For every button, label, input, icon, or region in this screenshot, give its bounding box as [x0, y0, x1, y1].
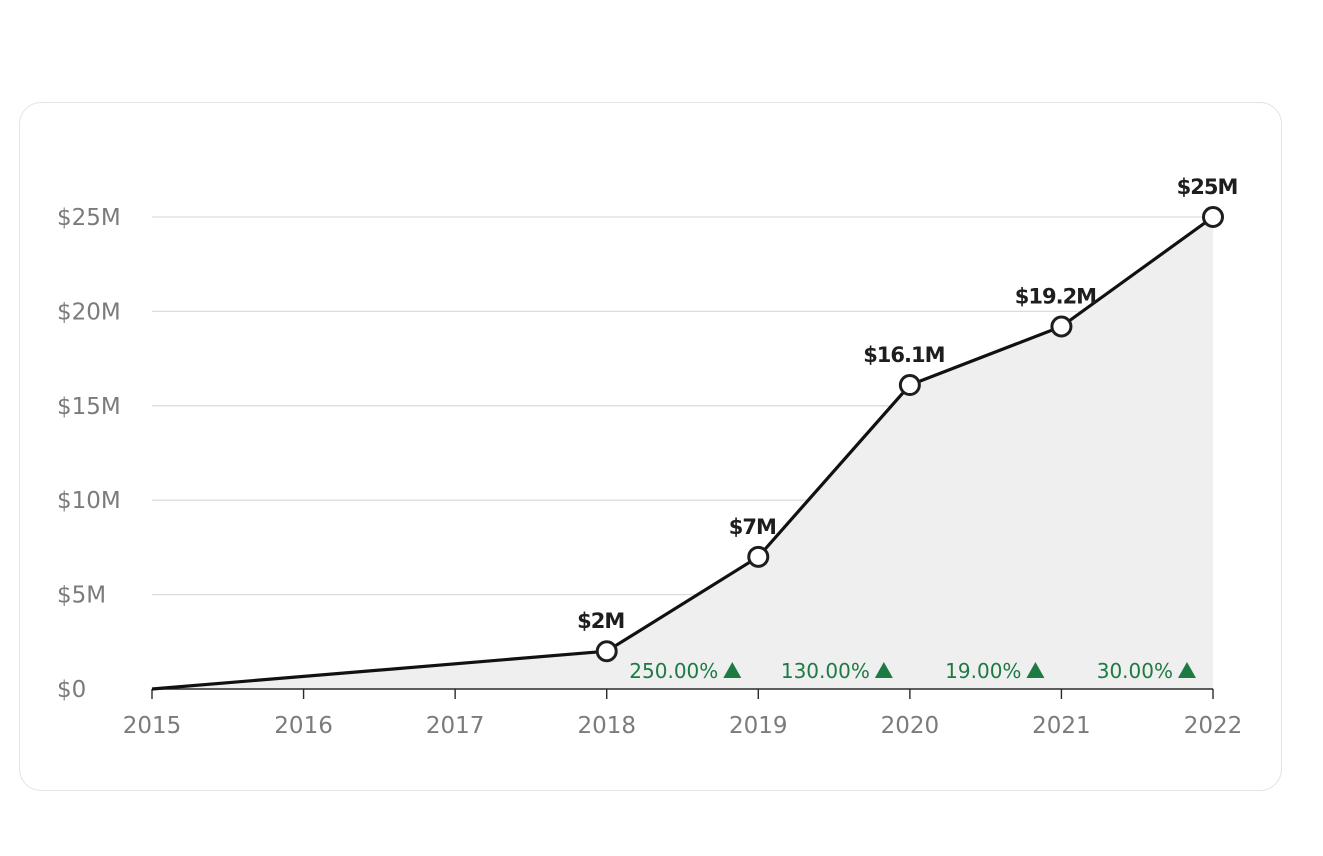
growth-annotations: 250.00% 130.00% 19.00% 30.00%: [629, 659, 1196, 683]
data-point-marker: [1050, 315, 1073, 338]
y-tick-label: $5M: [57, 583, 106, 609]
series-line: [151, 215, 1214, 691]
y-tick-label: $15M: [57, 394, 121, 420]
growth-label: 130.00%: [781, 659, 870, 683]
x-tick-label: 2017: [426, 713, 485, 739]
x-tick-label: 2016: [274, 713, 333, 739]
data-point-marker: [747, 545, 770, 568]
data-value-label: $7M: [729, 515, 776, 539]
growth-label: 30.00%: [1097, 659, 1173, 683]
growth-up-arrow-icon: [1178, 662, 1196, 678]
growth-up-arrow-icon: [723, 662, 742, 678]
x-axis: 2015 2016 2017 2018 2019 2020 2021 2022: [123, 688, 1243, 739]
x-tick-label: 2021: [1032, 713, 1091, 739]
data-point-marker: [595, 640, 618, 663]
data-point-marker: [898, 374, 921, 397]
x-tick-label: 2022: [1184, 713, 1243, 739]
y-tick-label: $10M: [57, 488, 121, 514]
data-value-label: $19.2M: [1015, 285, 1096, 309]
growth-up-arrow-icon: [1026, 662, 1045, 678]
growth-up-arrow-icon: [874, 662, 893, 678]
x-tick-label: 2018: [577, 713, 636, 739]
data-labels: $2M $7M $16.1M $19.2M $25M: [577, 175, 1238, 633]
y-axis: $0 $5M $10M $15M $20M $25M: [57, 205, 121, 703]
growth-label: 250.00%: [629, 659, 718, 683]
data-points: [595, 206, 1224, 663]
data-value-label: $25M: [1177, 175, 1238, 199]
x-tick-label: 2020: [881, 713, 940, 739]
area-fill: [152, 217, 1213, 689]
y-tick-label: $0: [57, 677, 86, 703]
x-tick-label: 2019: [729, 713, 788, 739]
growth-label: 19.00%: [945, 659, 1021, 683]
y-tick-label: $20M: [57, 299, 121, 325]
y-tick-label: $25M: [57, 205, 121, 231]
x-tick-label: 2015: [123, 713, 182, 739]
data-value-label: $2M: [577, 609, 624, 633]
data-point-marker: [1202, 206, 1224, 228]
data-value-label: $16.1M: [863, 343, 944, 367]
